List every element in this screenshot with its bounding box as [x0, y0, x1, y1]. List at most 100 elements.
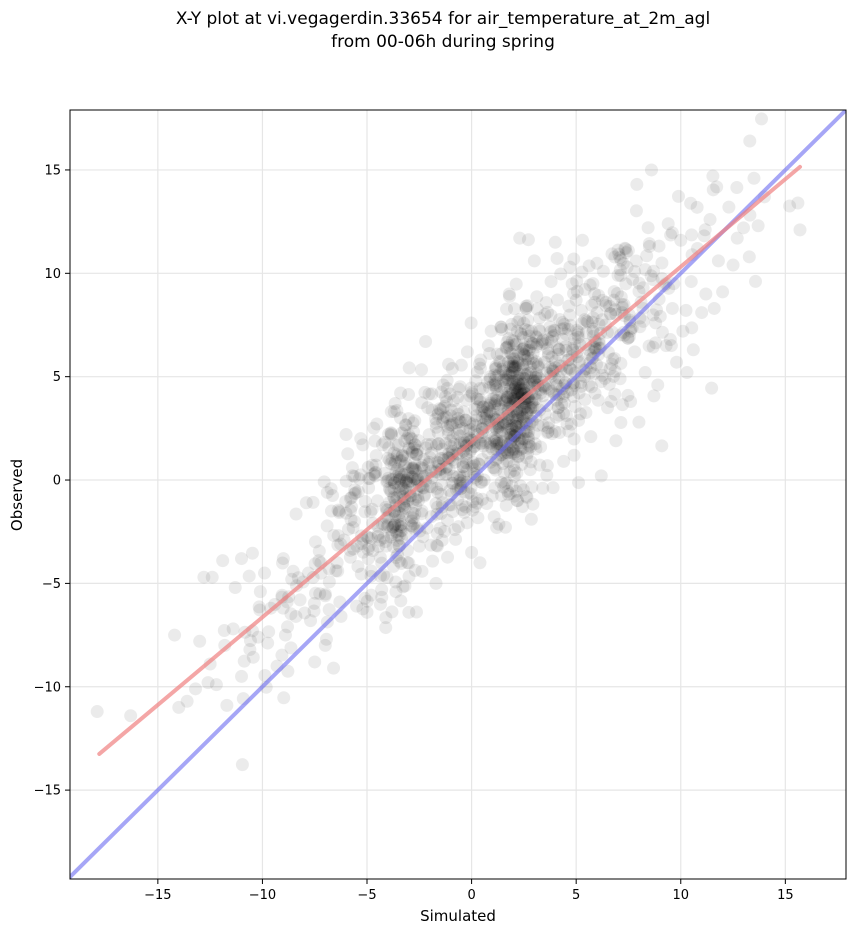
data-point	[381, 518, 395, 532]
data-point	[515, 407, 529, 421]
data-point	[197, 570, 211, 584]
data-point	[646, 273, 660, 287]
data-point	[465, 385, 479, 399]
data-point	[529, 330, 543, 344]
data-point	[523, 335, 537, 349]
data-point	[494, 347, 508, 361]
data-point	[363, 472, 377, 486]
data-point	[456, 460, 470, 474]
data-point	[570, 274, 584, 288]
data-point	[536, 389, 550, 403]
data-point	[697, 229, 711, 243]
data-point	[501, 414, 515, 428]
data-point	[500, 340, 514, 354]
data-point	[530, 337, 544, 351]
data-point	[405, 470, 419, 484]
data-point	[392, 529, 406, 543]
data-point	[526, 346, 540, 360]
data-point	[243, 634, 257, 648]
data-point	[513, 409, 527, 423]
data-point	[289, 609, 303, 623]
data-point	[497, 373, 511, 387]
data-point	[488, 431, 502, 445]
data-point	[497, 381, 511, 395]
data-point	[285, 572, 299, 586]
data-point	[387, 518, 401, 532]
data-point	[541, 346, 555, 360]
data-point	[523, 378, 537, 392]
data-point	[545, 384, 559, 398]
data-point	[573, 407, 587, 421]
data-point	[505, 383, 519, 397]
data-point	[463, 389, 477, 403]
data-point	[193, 634, 207, 648]
data-point	[585, 315, 599, 329]
data-point	[399, 473, 413, 487]
data-point	[655, 325, 669, 339]
data-point	[354, 432, 368, 446]
data-point	[386, 520, 400, 534]
data-point	[567, 390, 581, 404]
data-point	[237, 654, 251, 668]
data-point	[544, 325, 558, 339]
data-point	[552, 343, 566, 357]
data-point	[188, 682, 202, 696]
data-point	[518, 322, 532, 336]
data-point	[390, 403, 404, 417]
data-point	[483, 436, 497, 450]
data-point	[548, 235, 562, 249]
data-point	[446, 469, 460, 483]
data-point	[430, 538, 444, 552]
data-point	[559, 408, 573, 422]
data-point	[557, 317, 571, 331]
data-point	[524, 351, 538, 365]
data-point	[524, 402, 538, 416]
data-point	[624, 394, 638, 408]
data-point	[483, 405, 497, 419]
data-point	[605, 247, 619, 261]
data-point	[452, 423, 466, 437]
data-point	[402, 442, 416, 456]
data-point	[507, 469, 521, 483]
data-point	[501, 484, 515, 498]
data-point	[476, 439, 490, 453]
data-point	[509, 419, 523, 433]
data-point	[628, 345, 642, 359]
data-point	[614, 416, 628, 430]
data-point	[443, 387, 457, 401]
data-point	[505, 422, 519, 436]
x-tick-label: −15	[144, 888, 171, 903]
data-point	[490, 521, 504, 535]
data-point	[440, 411, 454, 425]
data-point	[346, 521, 360, 535]
data-point	[521, 446, 535, 460]
data-point	[393, 506, 407, 520]
data-point	[415, 458, 429, 472]
data-point	[356, 545, 370, 559]
data-point	[521, 324, 535, 338]
data-point	[541, 332, 555, 346]
data-point	[517, 376, 531, 390]
data-point	[331, 503, 345, 517]
data-point	[486, 442, 500, 456]
data-point	[331, 538, 345, 552]
data-point	[504, 387, 518, 401]
data-point	[524, 365, 538, 379]
data-point	[518, 349, 532, 363]
data-point	[440, 467, 454, 481]
data-point	[500, 390, 514, 404]
data-point	[377, 531, 391, 545]
data-point	[460, 516, 474, 530]
data-point	[632, 276, 646, 290]
data-point	[500, 371, 514, 385]
data-point	[565, 342, 579, 356]
data-point	[511, 494, 525, 508]
y-tick-label: −10	[34, 680, 61, 695]
data-point	[530, 290, 544, 304]
data-point	[459, 500, 473, 514]
data-point	[579, 326, 593, 340]
data-point	[402, 361, 416, 375]
data-point	[355, 537, 369, 551]
data-point	[518, 367, 532, 381]
data-point	[515, 343, 529, 357]
